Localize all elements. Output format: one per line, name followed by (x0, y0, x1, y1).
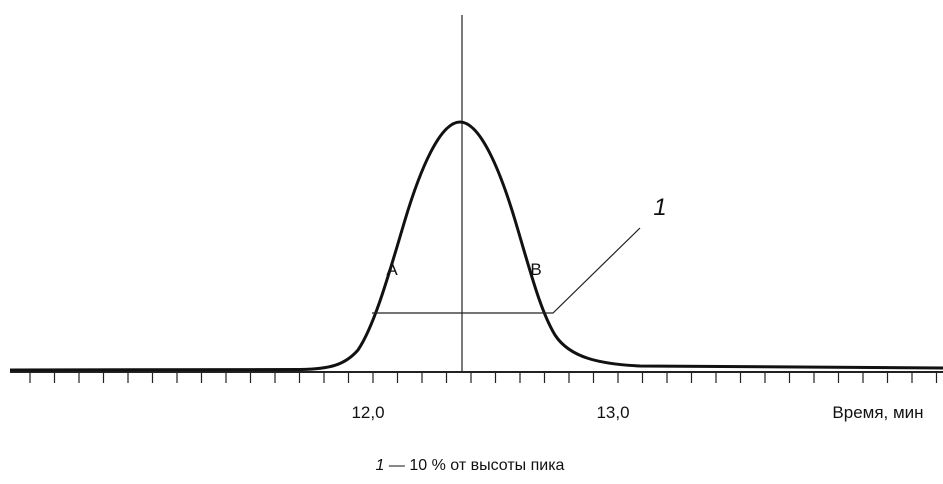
callout-number: 1 (653, 194, 666, 221)
caption-number: 1 (376, 457, 385, 474)
caption: 1 — 10 % от высоты пика (376, 457, 565, 474)
axis-label: Время, мин (832, 403, 923, 422)
caption-text: — 10 % от высоты пика (389, 457, 565, 474)
annotation-b: B (530, 260, 541, 279)
ten-percent-line (372, 227, 641, 314)
annotation-a: A (386, 260, 398, 279)
tick-label: 13,0 (596, 403, 629, 422)
tick-label: 12,0 (351, 403, 384, 422)
peak-curve (9, 120, 943, 372)
axis-ticks (29, 372, 938, 383)
